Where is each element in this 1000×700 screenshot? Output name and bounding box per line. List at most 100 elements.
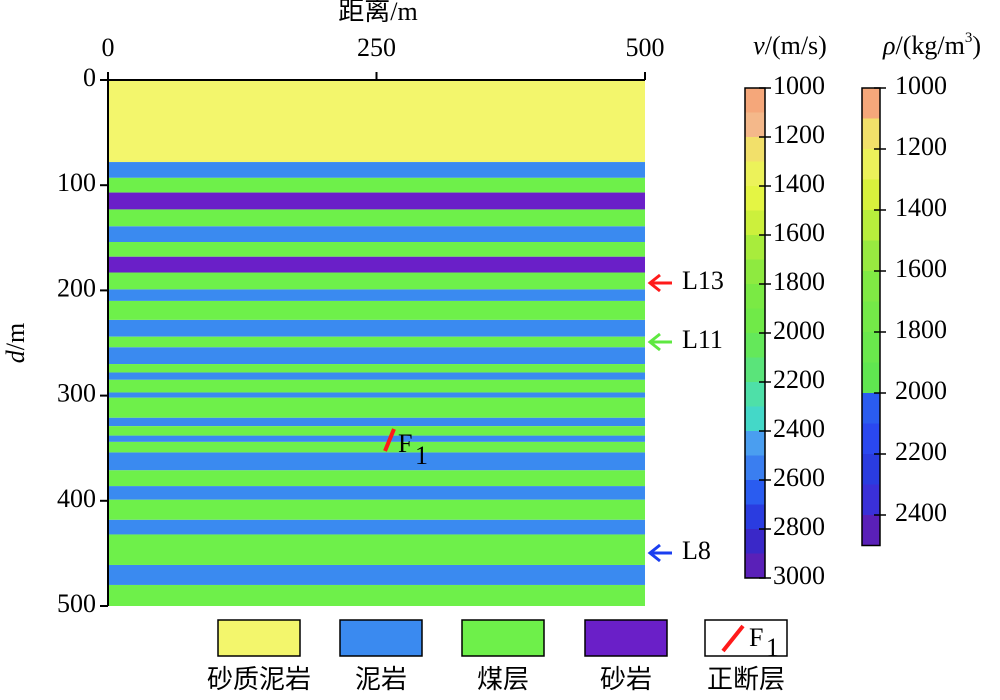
colorbar-segment [862,484,880,515]
colorbar-tick-label: 2600 [773,463,825,492]
colorbar-segment [745,553,765,578]
colorbar-segment [862,454,880,485]
layer [108,300,645,320]
layer [108,534,645,565]
layer [108,272,645,290]
colorbar-segment [862,149,880,180]
marker-arrow [647,332,672,352]
colorbar-tick-label: 2000 [773,316,825,345]
y-tick-label: 300 [57,379,96,408]
colorbar-segment [862,515,880,546]
legend-swatch [339,619,423,657]
layer [108,226,645,243]
layer [108,452,645,471]
y-tick-label: 200 [57,273,96,302]
colorbar-tick-label: 2200 [773,365,825,394]
colorbar-tick-label: 1200 [895,132,947,161]
colorbar-segment [745,529,765,554]
legend-swatch [461,619,545,657]
layer [108,435,645,442]
x-tick-label: 250 [357,33,396,62]
colorbar-segment [745,406,765,431]
colorbar-segment [745,88,765,113]
y-title: d/m [1,323,30,363]
layer [108,192,645,210]
layer [108,319,645,337]
layer [108,584,645,606]
colorbar-segment [745,259,765,284]
legend-fault-sub: 1 [766,633,779,662]
colorbar-sup: 3 [965,30,973,46]
colorbar-segment [862,301,880,332]
colorbar-tick-label: 1600 [895,254,947,283]
colorbar-tick-label: 1600 [773,218,825,247]
colorbar-tick-label: 2400 [895,498,947,527]
colorbar-tick-label: 1800 [895,315,947,344]
colorbar-tick-label: 3000 [773,561,825,590]
colorbar-segment [862,88,880,119]
layer [108,499,645,520]
layer [108,242,645,257]
colorbar-tick-label: 2000 [895,376,947,405]
colorbar-segment [745,186,765,211]
colorbar-segment [745,455,765,480]
legend-fault-line [721,624,745,653]
legend-label: 泥岩 [355,665,407,694]
colorbar-unit: /(m/s) [765,31,827,60]
layer [108,256,645,273]
fault-label: F [398,429,412,458]
colorbar-title: v/(m/s) [753,31,827,60]
colorbar-segment [862,271,880,302]
colorbar-segment [862,423,880,454]
y-title-unit: /m [1,323,30,350]
y-tick-label: 500 [57,589,96,618]
fault-sub: 1 [415,441,428,470]
legend-swatch [217,619,301,657]
layer [108,470,645,487]
colorbar-tick-label: 1400 [773,169,825,198]
colorbar-unit: /(kg/m [895,31,964,60]
colorbar-close: ) [972,31,981,60]
colorbar-tick-label: 1200 [773,120,825,149]
colorbar-segment [862,118,880,149]
layer [108,80,645,163]
legend-fault-label: F [749,623,763,652]
layer [108,564,645,585]
colorbar-segment [745,504,765,529]
layer [108,486,645,500]
layer [108,397,645,418]
legend-label: 砂质泥岩 [207,665,311,694]
marker-label: L8 [682,536,711,565]
layer [108,519,645,535]
colorbar-segment [745,308,765,333]
colorbar-segment [745,235,765,260]
layer [108,209,645,227]
colorbar-segment [862,240,880,271]
colorbar-segment [745,161,765,186]
colorbar-symbol: ρ [882,31,895,60]
colorbar-tick-label: 2800 [773,512,825,541]
marker-arrow [647,543,672,563]
y-tick-label: 0 [83,63,96,92]
layer [108,177,645,193]
legend-label: 正断层 [707,665,785,694]
colorbar-tick-label: 2400 [773,414,825,443]
colorbar-segment [862,179,880,210]
colorbar-tick-label: 1000 [895,71,947,100]
layer [108,162,645,178]
fault-line [383,428,396,452]
colorbar-segment [862,362,880,393]
layer [108,417,645,427]
y-tick-label: 100 [57,168,96,197]
colorbar-segment [745,112,765,137]
colorbar-symbol: v [753,31,765,60]
legend-swatch [704,619,788,657]
colorbar-frame [861,87,881,547]
x-tick-label: 0 [102,33,115,62]
layer [108,392,645,398]
colorbar-tick-label: 1400 [895,193,947,222]
layer [108,372,645,380]
colorbar-segment [745,431,765,456]
layer [108,289,645,301]
